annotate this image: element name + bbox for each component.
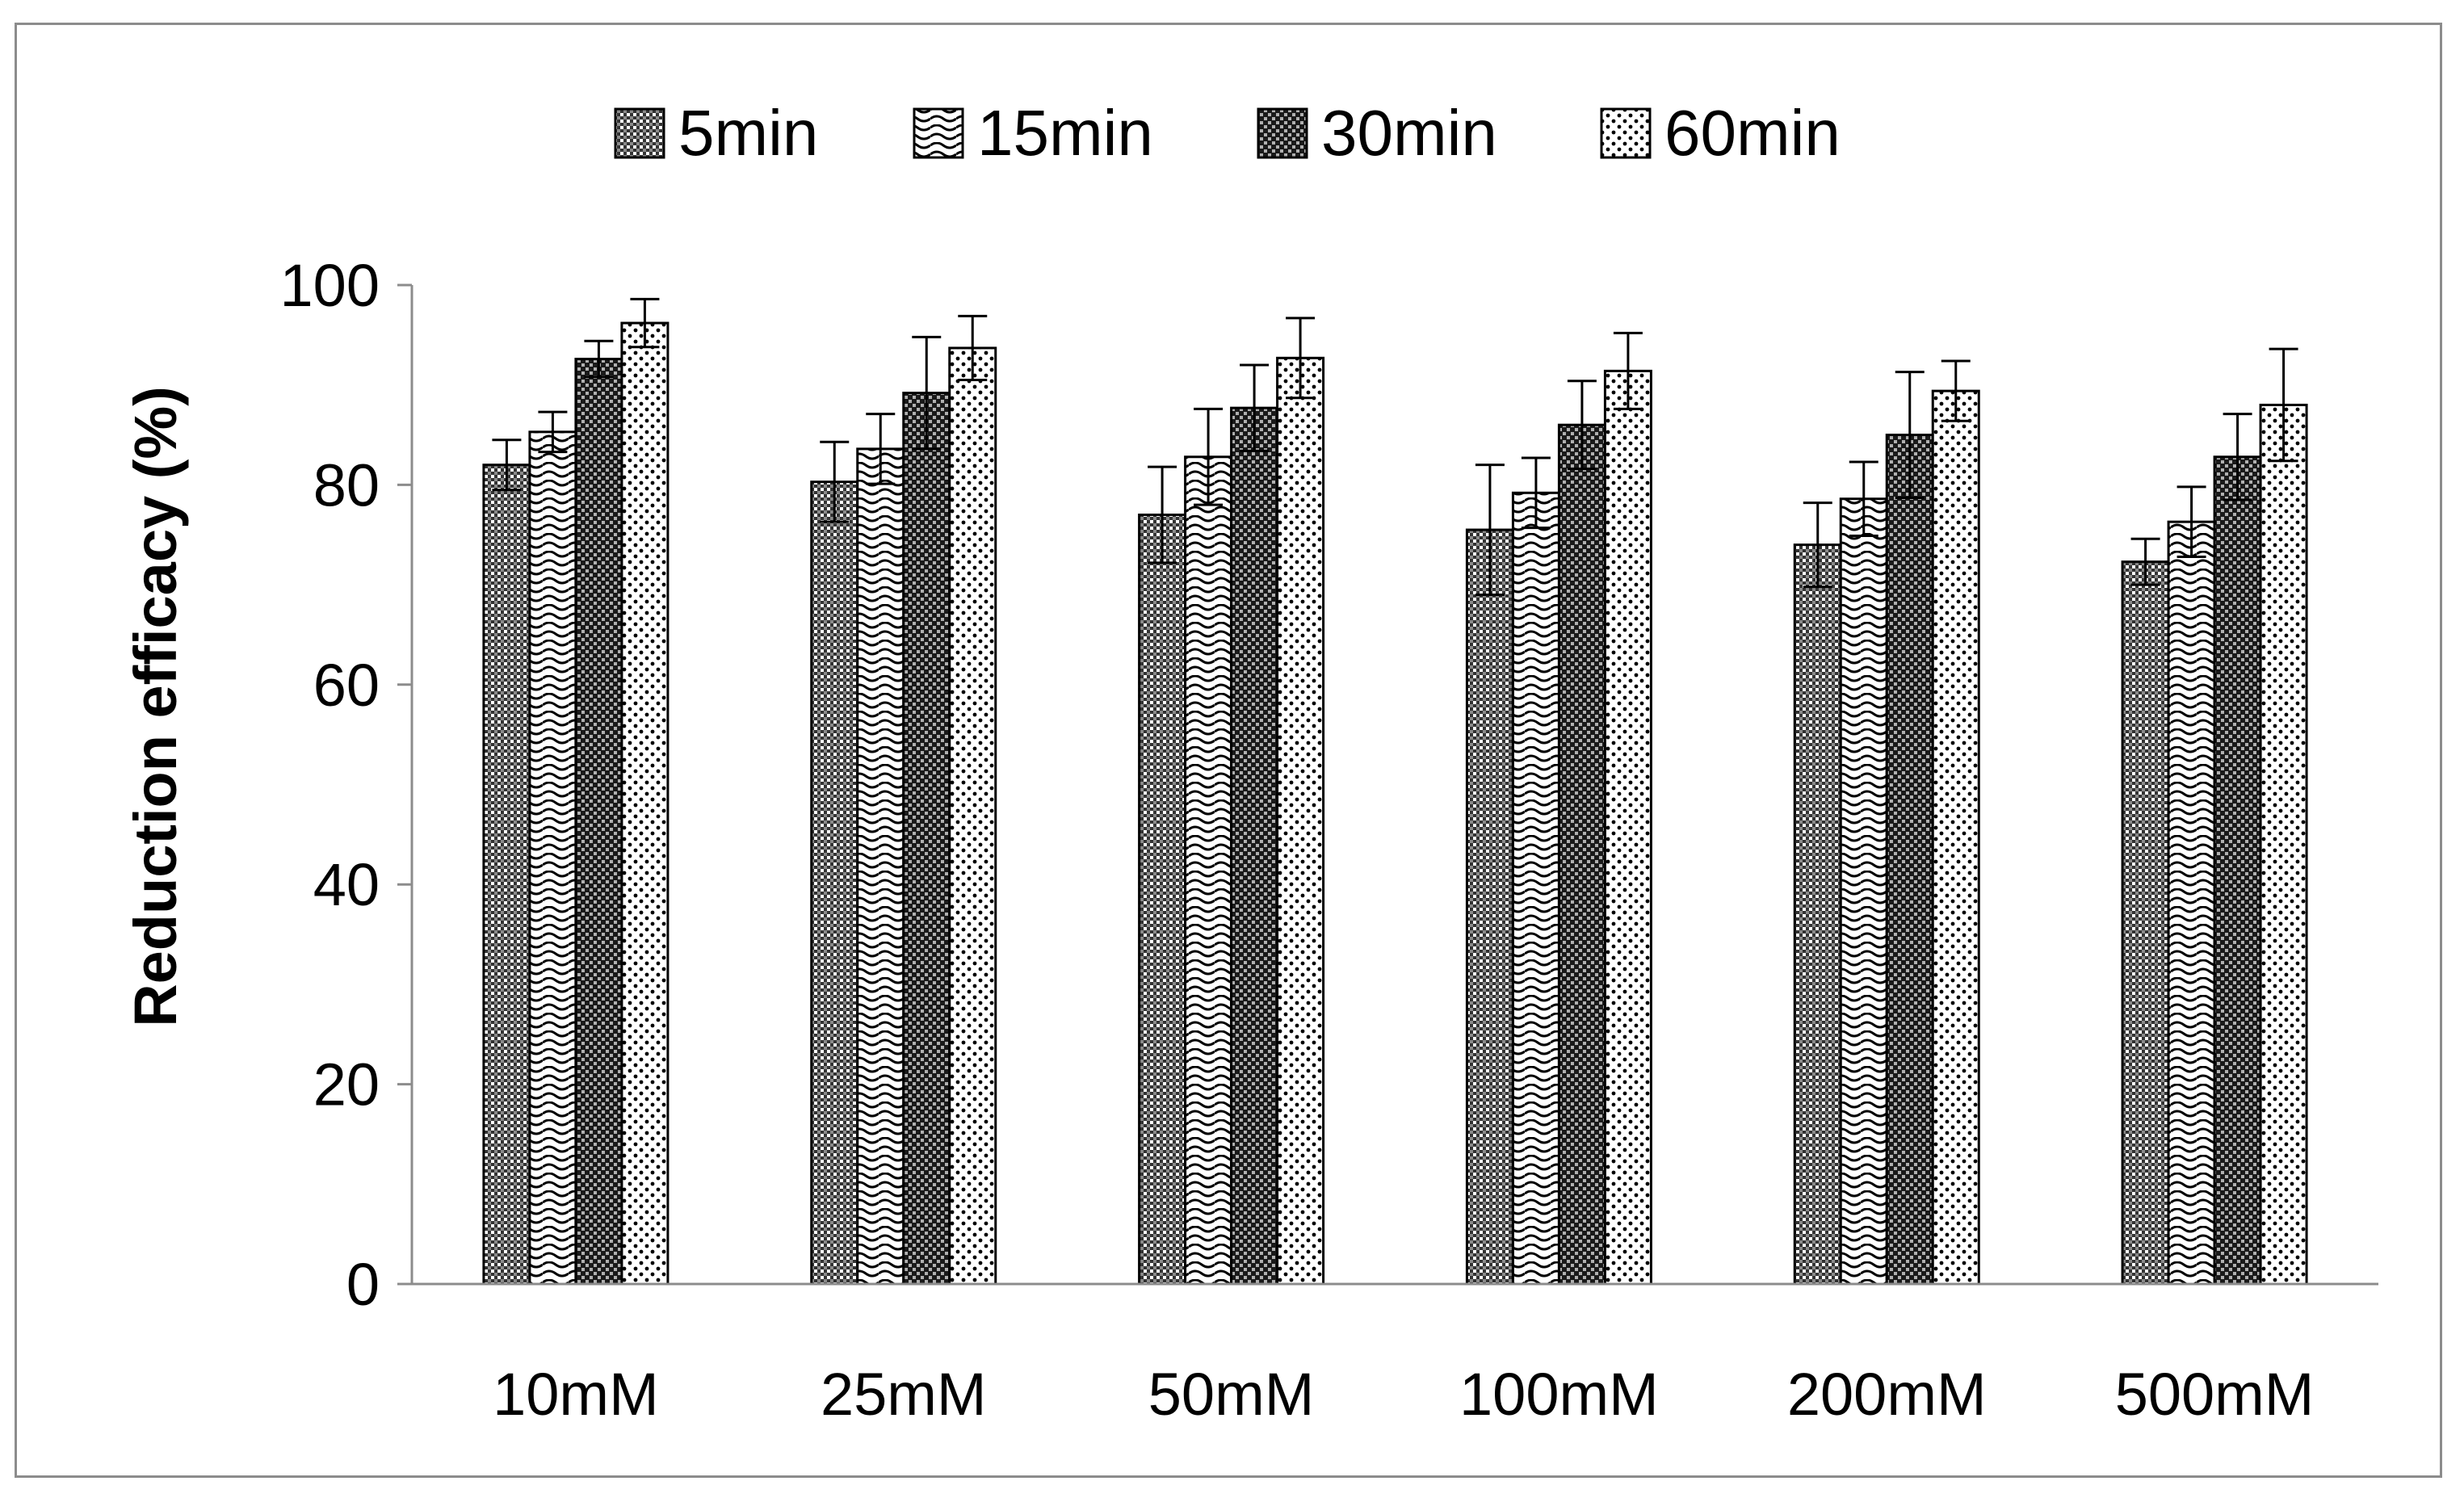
bar-30min-25mM bbox=[902, 392, 951, 1286]
bar-5min-500mM bbox=[2121, 560, 2170, 1286]
legend-label-5min: 5min bbox=[678, 97, 818, 169]
x-tick-label: 100mM bbox=[1459, 1361, 1659, 1428]
bar-30min-50mM bbox=[1230, 406, 1279, 1286]
legend: 5min 15min 30min 60min bbox=[614, 97, 1841, 169]
bar-5min-25mM bbox=[810, 480, 859, 1286]
bar-60min-25mM bbox=[948, 346, 997, 1286]
bar-30min-100mM bbox=[1557, 423, 1606, 1286]
bar-30min-200mM bbox=[1885, 434, 1934, 1286]
x-tick-label: 500mM bbox=[2115, 1361, 2315, 1428]
error-bars bbox=[492, 297, 2298, 596]
bar-30min-10mM bbox=[574, 358, 623, 1286]
bar-30min-500mM bbox=[2213, 455, 2262, 1286]
y-tick-label: 60 bbox=[313, 652, 380, 719]
y-axis-title: Reduction efficacy (%) bbox=[122, 386, 189, 1027]
bars bbox=[482, 321, 2308, 1286]
legend-label-30min: 30min bbox=[1321, 97, 1497, 169]
y-axis: 0 20 40 60 80 100 bbox=[280, 252, 413, 1318]
y-tick-label: 20 bbox=[313, 1051, 380, 1118]
bar-5min-50mM bbox=[1138, 514, 1187, 1286]
bar-15min-10mM bbox=[528, 430, 577, 1286]
y-tick-label: 100 bbox=[280, 252, 380, 319]
x-tick-label: 25mM bbox=[821, 1361, 987, 1428]
legend-label-60min: 60min bbox=[1664, 97, 1841, 169]
bar-15min-25mM bbox=[856, 447, 905, 1286]
x-tick-label: 10mM bbox=[493, 1361, 659, 1428]
legend-swatch-5min bbox=[614, 107, 665, 159]
y-tick-label: 0 bbox=[346, 1251, 380, 1318]
legend-swatch-60min bbox=[1600, 107, 1652, 159]
x-tick-label: 50mM bbox=[1148, 1361, 1315, 1428]
bar-5min-200mM bbox=[1793, 543, 1842, 1286]
bar-60min-50mM bbox=[1276, 356, 1325, 1286]
bar-60min-200mM bbox=[1931, 389, 1980, 1286]
legend-swatch-15min bbox=[913, 107, 964, 159]
legend-label-15min: 15min bbox=[977, 97, 1153, 169]
bar-60min-10mM bbox=[620, 321, 670, 1286]
bar-60min-100mM bbox=[1603, 369, 1652, 1286]
x-tick-label: 200mM bbox=[1787, 1361, 1987, 1428]
bar-5min-10mM bbox=[482, 464, 531, 1286]
y-tick-label: 80 bbox=[313, 451, 380, 518]
y-tick-label: 40 bbox=[313, 851, 380, 918]
bar-15min-50mM bbox=[1184, 455, 1233, 1286]
bar-15min-500mM bbox=[2167, 520, 2216, 1286]
bar-60min-500mM bbox=[2259, 403, 2308, 1286]
bar-5min-100mM bbox=[1465, 528, 1514, 1286]
x-axis: 10mM 25mM 50mM 100mM 200mM 500mM bbox=[412, 1282, 2378, 1428]
legend-swatch-30min bbox=[1257, 107, 1308, 159]
bar-15min-200mM bbox=[1839, 497, 1888, 1286]
bar-15min-100mM bbox=[1511, 491, 1560, 1286]
y-axis-title-group: Reduction efficacy (%) bbox=[122, 386, 189, 1027]
